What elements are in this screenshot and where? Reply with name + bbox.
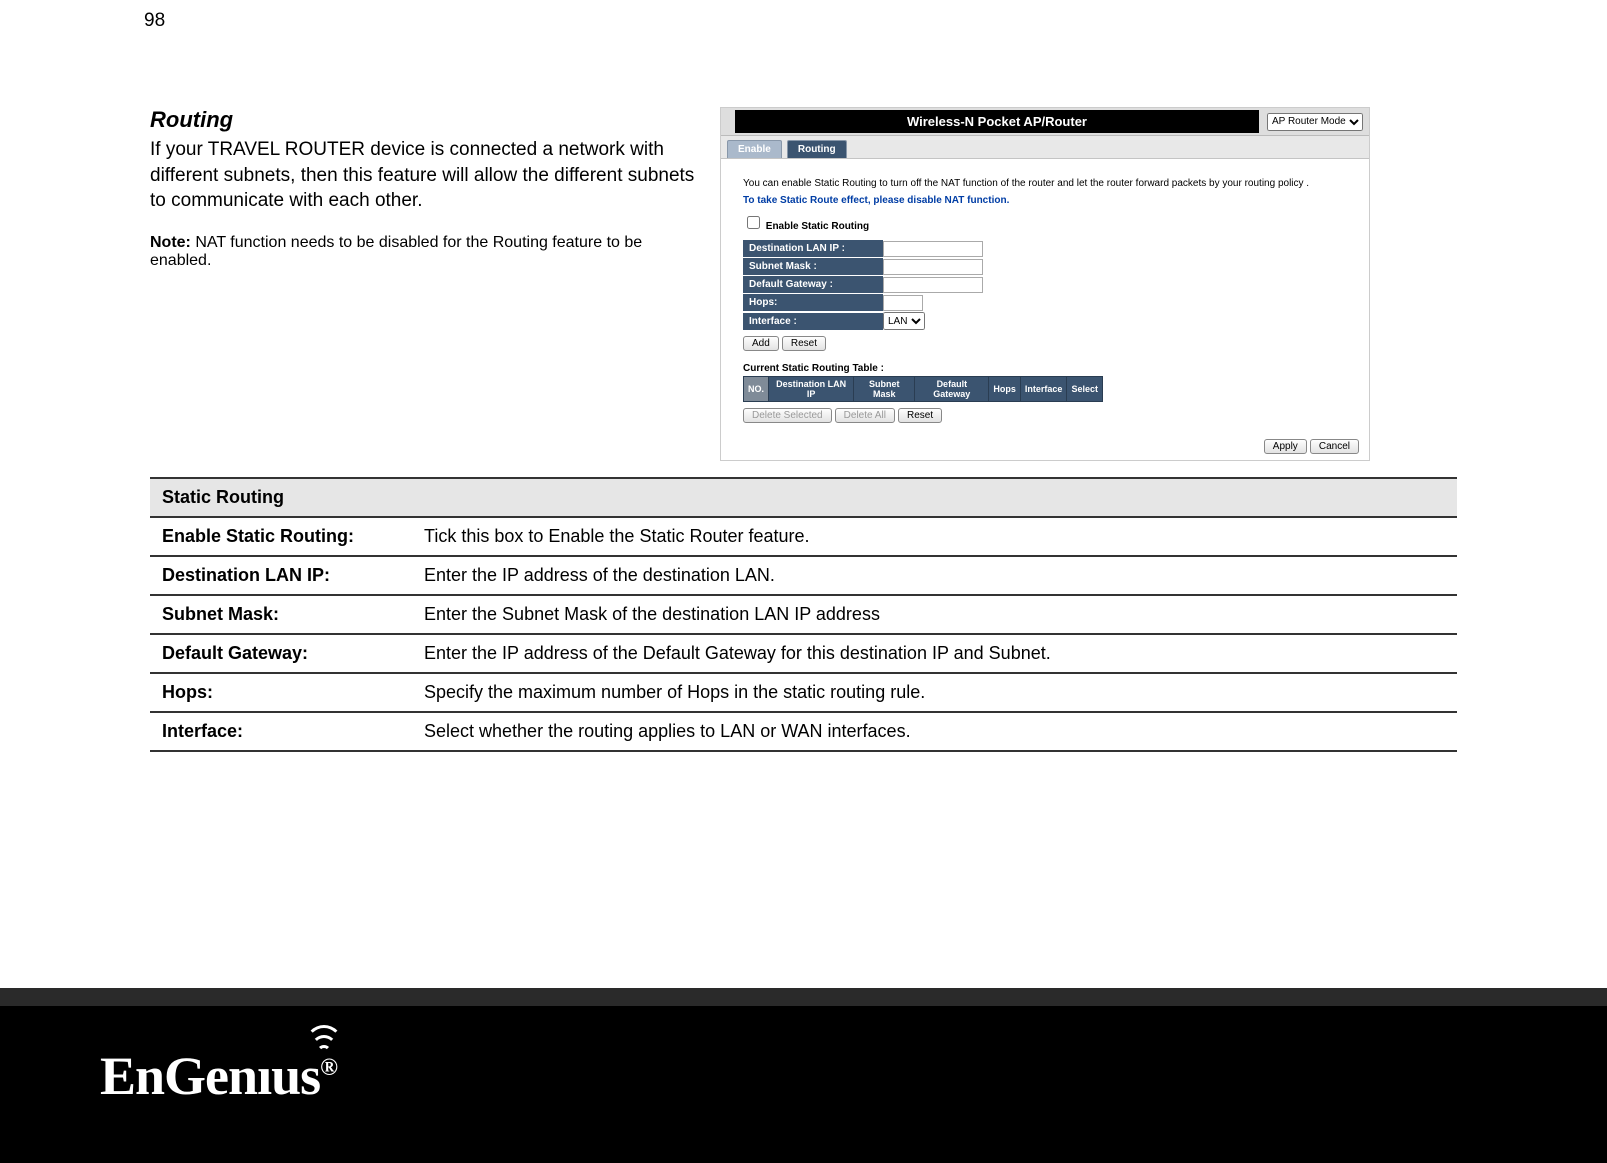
tab-enable[interactable]: Enable — [727, 140, 782, 158]
section-title: Routing — [150, 107, 700, 133]
def-label: Enable Static Routing: — [150, 517, 412, 556]
th-dest: Destination LAN IP — [769, 377, 854, 402]
interface-label: Interface : — [743, 313, 883, 330]
gateway-input[interactable] — [883, 277, 983, 293]
interface-select[interactable]: LAN — [883, 312, 925, 330]
hops-label: Hops: — [743, 294, 883, 311]
reset2-button[interactable]: Reset — [898, 408, 942, 423]
def-label: Hops: — [150, 673, 412, 712]
def-desc: Enter the IP address of the Default Gate… — [412, 634, 1457, 673]
page-number: 98 — [144, 10, 1457, 32]
router-desc: You can enable Static Routing to turn of… — [743, 177, 1347, 190]
th-iface: Interface — [1020, 377, 1067, 402]
enable-static-routing-checkbox[interactable] — [747, 216, 760, 229]
router-warning: To take Static Route effect, please disa… — [743, 194, 1347, 207]
dest-ip-label: Destination LAN IP : — [743, 240, 883, 257]
router-screenshot: Wireless-N Pocket AP/Router AP Router Mo… — [720, 107, 1370, 461]
reset-button[interactable]: Reset — [782, 336, 826, 351]
th-select: Select — [1067, 377, 1103, 402]
th-hops: Hops — [989, 377, 1021, 402]
brand-prefix: EnGen — [100, 1046, 257, 1106]
dest-ip-input[interactable] — [883, 241, 983, 257]
th-mask: Subnet Mask — [854, 377, 915, 402]
th-no: NO. — [744, 377, 769, 402]
brand-i: ı — [257, 1046, 271, 1106]
def-label: Interface: — [150, 712, 412, 751]
def-label: Destination LAN IP: — [150, 556, 412, 595]
note-text: Note: NAT function needs to be disabled … — [150, 234, 700, 270]
def-label: Subnet Mask: — [150, 595, 412, 634]
definition-table: Static Routing Enable Static Routing: Ti… — [150, 477, 1457, 752]
delete-all-button[interactable]: Delete All — [835, 408, 895, 423]
def-table-header: Static Routing — [150, 478, 1457, 517]
hops-input[interactable] — [883, 295, 923, 311]
delete-selected-button[interactable]: Delete Selected — [743, 408, 832, 423]
cancel-button[interactable]: Cancel — [1310, 439, 1359, 454]
mask-label: Subnet Mask : — [743, 258, 883, 275]
mode-select[interactable]: AP Router Mode — [1267, 113, 1363, 131]
def-desc: Tick this box to Enable the Static Route… — [412, 517, 1457, 556]
brand-registered-icon: ® — [320, 1055, 337, 1081]
tab-routing[interactable]: Routing — [787, 140, 847, 158]
mask-input[interactable] — [883, 259, 983, 275]
intro-text: If your TRAVEL ROUTER device is connecte… — [150, 137, 700, 214]
def-desc: Specify the maximum number of Hops in th… — [412, 673, 1457, 712]
brand-logo: EnGenıus® — [100, 1045, 337, 1107]
brand-suffix: us — [271, 1046, 320, 1106]
gateway-label: Default Gateway : — [743, 276, 883, 293]
th-gw: Default Gateway — [915, 377, 989, 402]
add-button[interactable]: Add — [743, 336, 779, 351]
def-label: Default Gateway: — [150, 634, 412, 673]
apply-button[interactable]: Apply — [1264, 439, 1307, 454]
routing-table: NO. Destination LAN IP Subnet Mask Defau… — [743, 376, 1103, 402]
enable-static-routing-label: Enable Static Routing — [766, 221, 869, 232]
router-title: Wireless-N Pocket AP/Router — [735, 110, 1259, 133]
routing-table-title: Current Static Routing Table : — [743, 363, 1347, 374]
def-desc: Enter the IP address of the destination … — [412, 556, 1457, 595]
def-desc: Select whether the routing applies to LA… — [412, 712, 1457, 751]
note-label: Note: — [150, 234, 191, 251]
def-desc: Enter the Subnet Mask of the destination… — [412, 595, 1457, 634]
note-body: NAT function needs to be disabled for th… — [150, 234, 642, 269]
page-footer: EnGenıus® — [0, 988, 1607, 1163]
